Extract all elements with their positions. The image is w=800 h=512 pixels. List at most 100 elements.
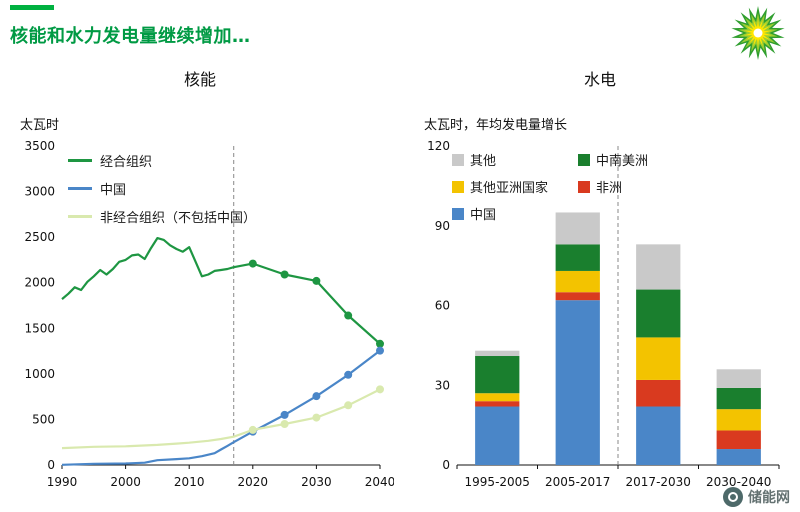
bar-segment-2 xyxy=(716,409,761,431)
line-marker xyxy=(344,370,353,379)
nuclear-line-chart: 0 500 1000 1500 2000 2500 3000 3500 1990 2000 2010… xyxy=(24,139,394,489)
y-tick-label: 500 xyxy=(32,412,55,426)
title-accent-bar xyxy=(10,5,54,10)
bar-segment-3 xyxy=(475,356,520,394)
bar-segment-4 xyxy=(636,244,681,290)
x-category-label: 2017-2030 xyxy=(626,475,691,489)
line-marker xyxy=(376,339,384,348)
bar-segment-3 xyxy=(716,387,761,410)
x-tick-label: 2020 xyxy=(238,475,269,489)
line-marker xyxy=(344,401,353,410)
y-tick-label: 1000 xyxy=(24,367,55,381)
legend-label: 其他亚洲国家 xyxy=(470,181,549,196)
nuclear-legend: 经合组织中国非经合组织（不包括中国） xyxy=(68,146,256,230)
legend-color-swatch xyxy=(452,180,464,193)
line-marker xyxy=(312,392,321,401)
bar-segment-2 xyxy=(636,337,681,380)
legend-label: 非经合组织（不包括中国） xyxy=(100,210,257,226)
x-tick-label: 1990 xyxy=(47,475,78,489)
legend-color-swatch xyxy=(452,153,464,166)
y-tick-label: 0 xyxy=(47,458,55,472)
bar-segment-1 xyxy=(555,292,600,301)
bar-segment-4 xyxy=(555,212,600,245)
line-marker xyxy=(312,413,321,422)
y-tick-label: 30 xyxy=(435,378,450,392)
line-marker xyxy=(280,410,289,419)
bar-segment-0 xyxy=(716,449,761,465)
line-marker xyxy=(280,419,289,428)
bar-segment-1 xyxy=(475,401,520,407)
y-tick-label: 120 xyxy=(427,139,450,153)
line-marker xyxy=(248,259,257,268)
line-marker xyxy=(248,425,257,434)
page-title: 核能和水力发电量继续增加… xyxy=(10,26,251,47)
legend-line-swatch xyxy=(68,214,92,218)
watermark-text: 储能网 xyxy=(748,490,790,506)
hydro-legend-item: 非洲 xyxy=(578,177,648,196)
hydro-chart-title: 水电 xyxy=(583,70,616,89)
nuclear-chart-title: 核能 xyxy=(183,70,216,89)
y-tick-label: 90 xyxy=(435,219,450,233)
hydro-legend-item: 中南美洲 xyxy=(578,150,648,169)
line-series-1 xyxy=(61,349,381,466)
x-tick-label: 2030 xyxy=(301,475,332,489)
x-category-label: 1995-2005 xyxy=(465,475,530,489)
legend-color-swatch xyxy=(452,207,464,220)
nuclear-legend-item-1: 中国 xyxy=(68,174,256,202)
legend-color-swatch xyxy=(578,180,591,193)
nuclear-legend-item-0: 经合组织 xyxy=(68,146,256,174)
legend-label: 其他 xyxy=(470,154,497,169)
legend-label: 非洲 xyxy=(596,181,623,196)
nuclear-legend-item-2: 非经合组织（不包括中国） xyxy=(68,202,256,230)
hydro-legend-item: 其他 xyxy=(452,150,548,169)
legend-label: 中国 xyxy=(100,182,127,198)
bar-segment-0 xyxy=(555,300,600,465)
line-marker xyxy=(376,385,384,394)
bar-segment-3 xyxy=(636,289,681,338)
bar-segment-4 xyxy=(475,350,520,357)
bar-segment-4 xyxy=(716,369,761,388)
helios-center xyxy=(753,28,763,38)
bar-segment-0 xyxy=(636,406,681,465)
hydro-axis-unit-label: 太瓦时，年均发电量增长 xyxy=(424,118,568,133)
legend-line-swatch xyxy=(68,158,92,162)
x-tick-label: 2040 xyxy=(365,475,394,489)
x-category-label: 2030-2040 xyxy=(706,475,771,489)
bar-segment-1 xyxy=(636,379,681,407)
x-category-label: 2005-2017 xyxy=(545,475,610,489)
line-marker xyxy=(280,270,289,279)
bp-helios-logo xyxy=(731,6,785,60)
watermark: 储能网 xyxy=(723,487,790,507)
y-tick-label: 0 xyxy=(442,458,450,472)
y-tick-label: 2500 xyxy=(24,230,55,244)
line-marker xyxy=(376,346,384,355)
y-tick-label: 1500 xyxy=(24,321,55,335)
bar-segment-2 xyxy=(475,393,520,402)
hydro-legend-item: 中国 xyxy=(452,204,548,223)
legend-line-swatch xyxy=(68,186,92,190)
line-series-2 xyxy=(61,388,381,450)
hydro-stacked-bar-chart: 0 30 60 90 120 1995-2005 2005-2017 2017-2030 203… xyxy=(427,139,780,489)
hydro-legend: 其他 其他亚洲国家 中国 中南美洲 非洲 xyxy=(452,150,648,223)
x-tick-label: 2000 xyxy=(110,475,141,489)
legend-label: 中国 xyxy=(470,208,497,223)
line-marker xyxy=(344,311,353,320)
nuclear-axis-unit-label: 太瓦时 xyxy=(20,118,60,133)
y-tick-label: 2000 xyxy=(24,276,55,290)
y-tick-label: 3500 xyxy=(24,139,55,153)
legend-color-swatch xyxy=(578,153,591,166)
watermark-logo-icon xyxy=(723,487,743,507)
hydro-legend-column-1: 中南美洲 非洲 xyxy=(578,150,648,223)
bar-segment-3 xyxy=(555,244,600,271)
bar-segment-0 xyxy=(475,406,520,465)
legend-label: 经合组织 xyxy=(100,154,153,170)
y-tick-label: 3000 xyxy=(24,185,55,199)
bar-segment-2 xyxy=(555,270,600,293)
x-tick-label: 2010 xyxy=(174,475,205,489)
legend-label: 中南美洲 xyxy=(596,154,649,169)
line-series-0 xyxy=(61,236,381,345)
bar-segment-1 xyxy=(716,430,761,450)
line-marker xyxy=(312,276,321,285)
y-tick-label: 60 xyxy=(435,299,450,313)
hydro-legend-column-0: 其他其他亚洲国家 中国 xyxy=(452,150,548,223)
